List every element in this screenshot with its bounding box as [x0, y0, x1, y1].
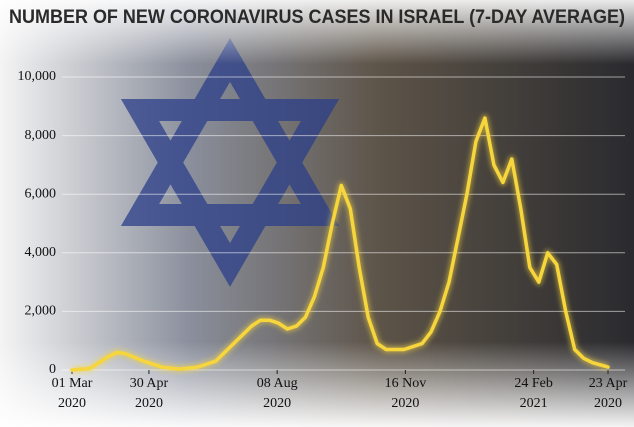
x-tick-label: 16 Nov 2020 [385, 376, 427, 411]
chart-title: NUMBER OF NEW CORONAVIRUS CASES IN ISRAE… [9, 7, 625, 28]
x-tick-label-line: 16 Nov [385, 376, 427, 391]
y-tick-label: 4,000 [25, 245, 57, 260]
y-tick-label: 0 [49, 362, 56, 377]
x-tick-label: 24 Feb 2021 [514, 376, 553, 411]
x-tick-label-line: 30 Apr [130, 376, 169, 391]
x-tick-label-line: 2020 [391, 396, 419, 411]
x-tick-label: 08 Aug 2020 [257, 376, 298, 411]
x-tick-label-line: 2020 [135, 396, 163, 411]
x-tick-label-line: 01 Mar [52, 376, 93, 391]
x-tick-label-line: 2020 [594, 396, 622, 411]
x-tick-label-line: 24 Feb [514, 376, 553, 391]
y-tick-label: 2,000 [25, 304, 57, 319]
line [70, 116, 610, 372]
grid [62, 76, 625, 374]
x-tick-label: 23 Apr 2020 [589, 376, 628, 411]
x-tick-label-line: 2020 [58, 396, 86, 411]
y-tick-label: 8,000 [25, 128, 57, 143]
x-tick-label-line: 08 Aug [257, 376, 298, 391]
x-tick-label: 01 Mar 2020 [52, 376, 93, 411]
x-tick-label-line: 23 Apr [589, 376, 628, 391]
x-tick-label: 30 Apr 2020 [130, 376, 169, 411]
x-tick-label-line: 2020 [263, 396, 291, 411]
plot [70, 114, 610, 374]
y-tick-label: 6,000 [25, 186, 57, 201]
y-tick-label: 10,000 [18, 69, 57, 84]
x-tick-label-line: 2021 [520, 396, 548, 411]
